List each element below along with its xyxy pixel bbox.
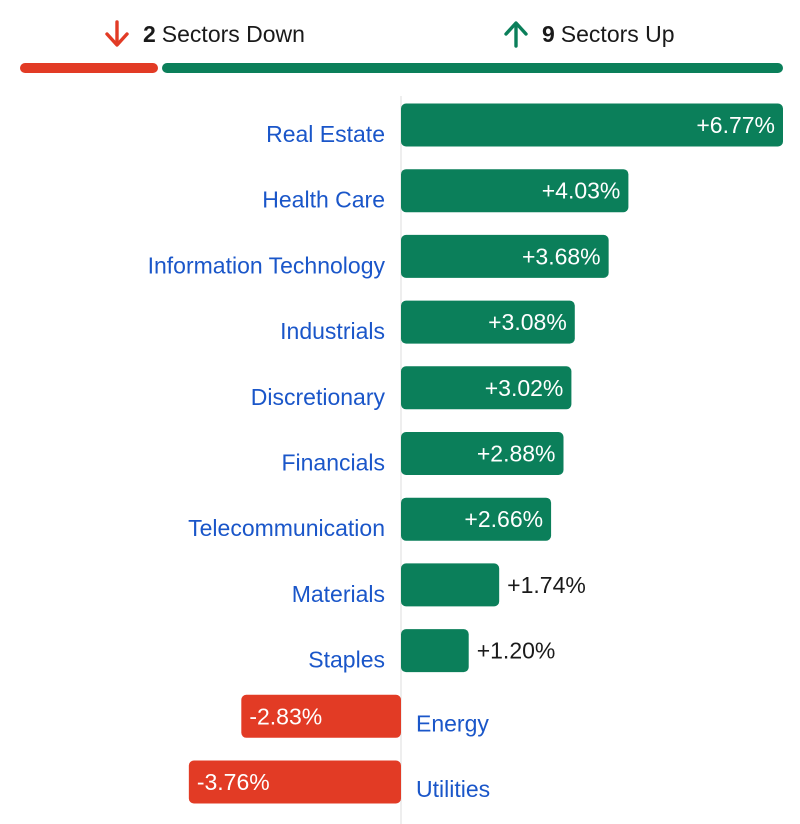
value-label: +4.03% (542, 178, 621, 204)
category-label[interactable]: Energy (416, 710, 489, 736)
value-label: +6.77% (696, 112, 775, 138)
category-label[interactable]: Telecommunication (188, 515, 385, 541)
value-label: +2.88% (477, 441, 556, 467)
arrow-down-icon (105, 20, 129, 47)
bar-health-care (401, 169, 629, 213)
value-label: -3.76% (197, 769, 270, 795)
value-label: -2.83% (249, 703, 322, 729)
bar-real-estate (401, 103, 783, 147)
category-label[interactable]: Industrials (280, 318, 385, 344)
category-label[interactable]: Health Care (262, 187, 385, 213)
breadth-bar (20, 63, 783, 73)
value-label: +2.66% (464, 506, 543, 532)
sector-performance-chart: +6.77% Real Estate +4.03% Health Care +3.68%… (148, 96, 783, 824)
value-label: +1.74% (507, 572, 586, 598)
value-label: +1.20% (477, 638, 556, 664)
sectors-down-summary: 2 Sectors Down (103, 16, 305, 52)
bar-materials (401, 563, 500, 607)
sector-breadth-summary: 2 Sectors Down 9 Sectors Up (0, 0, 800, 80)
category-label[interactable]: Staples (308, 647, 385, 673)
bar-discretionary (401, 366, 572, 410)
category-label[interactable]: Real Estate (266, 121, 385, 147)
category-label[interactable]: Financials (281, 450, 385, 476)
category-label[interactable]: Information Technology (148, 252, 386, 278)
category-label[interactable]: Materials (292, 581, 385, 607)
sectors-up-count: 9 (542, 20, 555, 47)
sectors-down-count: 2 (143, 20, 156, 47)
breadth-bar-down-segment (20, 63, 158, 73)
bar-energy (241, 694, 401, 738)
sectors-up-label: Sectors Up (560, 20, 675, 47)
bar-information-technology (401, 234, 609, 278)
breadth-bar-up-segment (162, 63, 783, 73)
arrow-up-icon (504, 21, 528, 48)
value-label: +3.68% (522, 243, 601, 269)
bar-telecommunication (401, 497, 552, 541)
bar-utilities (188, 760, 401, 804)
sectors-down-label: Sectors Down (161, 20, 305, 47)
bar-industrials (401, 300, 575, 344)
bar-staples (401, 629, 469, 673)
sectors-up-summary: 9 Sectors Up (502, 16, 675, 52)
bar-financials (401, 432, 564, 475)
value-label: +3.08% (488, 309, 567, 335)
value-label: +3.02% (485, 375, 564, 401)
category-label[interactable]: Utilities (416, 776, 490, 802)
category-label[interactable]: Discretionary (251, 384, 386, 410)
